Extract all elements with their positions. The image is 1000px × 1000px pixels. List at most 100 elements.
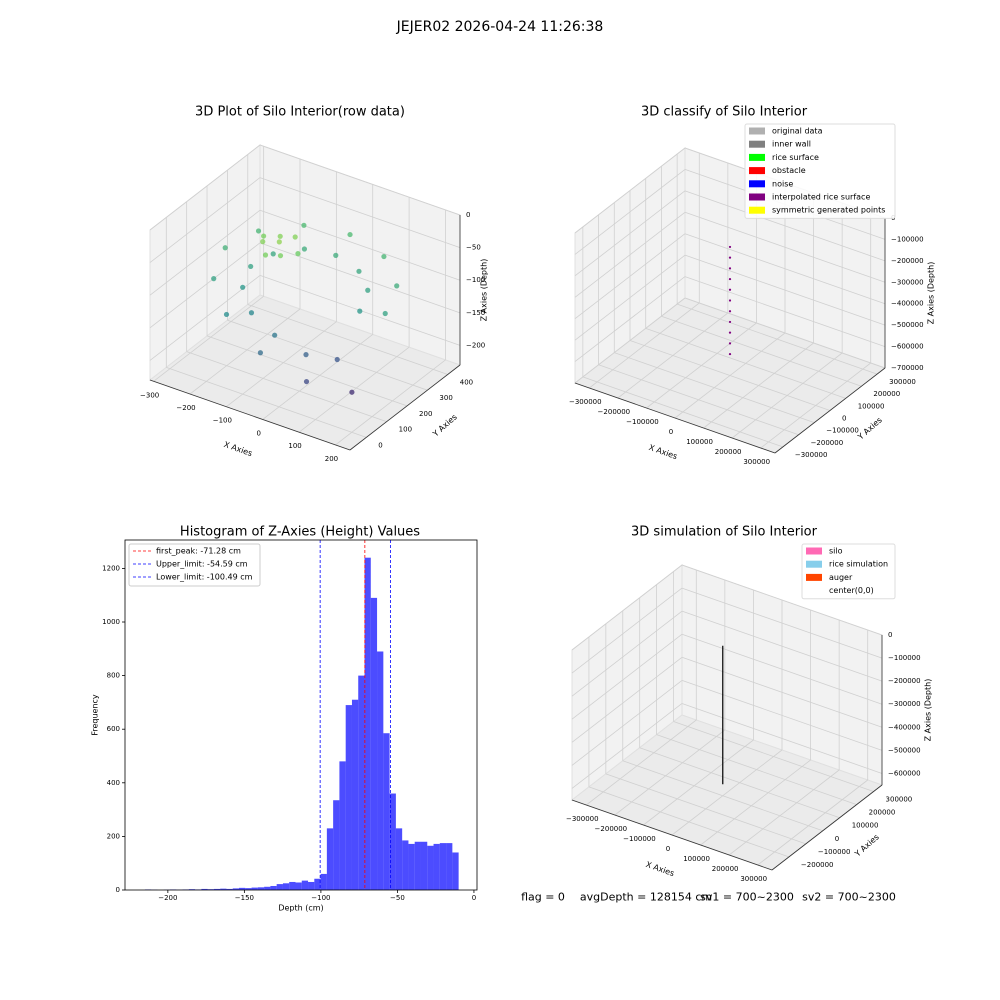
figure-title: JEJER02 2026-04-24 11:26:38 xyxy=(396,19,604,35)
y-axis-label: Y Axies xyxy=(855,415,883,442)
grid-line xyxy=(247,304,448,375)
bar xyxy=(414,841,421,890)
grid-line xyxy=(681,610,883,682)
grid-line xyxy=(598,364,799,436)
grid-line xyxy=(149,144,261,231)
grid-line xyxy=(571,633,683,720)
x-tick-label: −200000 xyxy=(595,825,628,833)
chart-title: 3D Plot of Silo Interior(row data) xyxy=(195,105,405,120)
point xyxy=(356,268,362,274)
x-axis-label: Depth (cm) xyxy=(278,904,323,913)
z-tick-label: −400000 xyxy=(888,723,921,731)
grid-line xyxy=(571,703,683,789)
point xyxy=(248,310,255,316)
grid-line xyxy=(639,747,840,819)
grid-line xyxy=(149,177,261,263)
z-axis-label: Z Axies (Depth) xyxy=(927,262,936,325)
x-tick-label: 300000 xyxy=(743,458,770,466)
legend-swatch xyxy=(749,127,765,135)
legend-label: obstacle xyxy=(772,166,806,175)
legend-label: Upper_limit: -54.59 cm xyxy=(156,560,248,569)
grid-line xyxy=(681,703,883,774)
bar xyxy=(339,761,346,890)
bar xyxy=(420,841,428,890)
legend-label: inner wall xyxy=(772,140,811,149)
grid-line xyxy=(614,729,726,816)
point xyxy=(240,284,246,290)
grid-line xyxy=(149,209,261,296)
x-axis-label: X Axies xyxy=(648,443,679,461)
grid-line xyxy=(298,346,410,433)
point xyxy=(394,283,400,289)
grid-line xyxy=(681,564,883,636)
bar xyxy=(207,889,214,890)
bar xyxy=(270,885,277,890)
point xyxy=(357,308,363,314)
bar xyxy=(326,828,334,890)
chart-title: 3D simulation of Silo Interior xyxy=(631,525,818,540)
z-tick-label: −200000 xyxy=(888,677,921,685)
y-axis xyxy=(774,367,886,454)
x-axis xyxy=(149,379,351,451)
bar xyxy=(251,887,258,890)
point xyxy=(260,239,266,245)
z-tick-label: −100000 xyxy=(888,654,921,662)
grid-line xyxy=(149,242,261,329)
z-tick-label: −500000 xyxy=(888,746,921,754)
legend-swatch xyxy=(749,193,765,201)
legend-swatch xyxy=(749,153,765,161)
point xyxy=(277,233,283,239)
z-tick-label: −100000 xyxy=(891,235,924,243)
grid-line xyxy=(684,233,886,305)
bar xyxy=(201,888,208,890)
grid-line xyxy=(582,376,783,448)
point xyxy=(301,222,307,228)
grid-line xyxy=(259,144,461,216)
y-tick-label: 100 xyxy=(399,426,412,434)
grid-line xyxy=(574,233,686,320)
y-tick-label: 200 xyxy=(107,832,120,840)
y-tick-label: 300 xyxy=(439,394,452,402)
point xyxy=(728,342,732,345)
point xyxy=(257,350,264,356)
bar xyxy=(364,557,371,890)
grid-line xyxy=(681,633,883,705)
bar xyxy=(213,888,221,890)
point xyxy=(728,277,732,281)
legend-swatch xyxy=(749,180,765,188)
x-axis xyxy=(574,382,776,454)
point xyxy=(333,252,339,258)
x-tick-label: 0 xyxy=(669,428,673,436)
x-tick-label: −300000 xyxy=(569,398,602,406)
point xyxy=(728,256,732,259)
grid-line xyxy=(622,760,823,832)
bar xyxy=(295,882,302,890)
y-tick-label: 600 xyxy=(107,725,120,733)
grid-line xyxy=(574,254,686,341)
point xyxy=(261,233,267,239)
x-tick-label: 0 xyxy=(472,894,476,902)
grid-line xyxy=(586,719,697,806)
z-tick-label: −200000 xyxy=(891,257,924,265)
bar xyxy=(439,843,447,890)
legend-box xyxy=(128,543,261,587)
bar xyxy=(276,884,283,890)
legend-label: first_peak: -71.28 cm xyxy=(156,547,241,556)
point xyxy=(295,251,301,257)
grid-line xyxy=(571,564,683,651)
legend-swatch xyxy=(749,167,765,175)
x-tick-label: 300000 xyxy=(740,875,767,883)
point xyxy=(222,245,228,251)
grid-line xyxy=(574,147,686,234)
legend-label: rice simulation xyxy=(829,560,888,569)
y-tick-label: 800 xyxy=(107,672,120,680)
x-tick-label: 200000 xyxy=(712,865,739,873)
bar xyxy=(383,733,390,890)
x-axis-label: X Axies xyxy=(223,440,254,458)
grid-line xyxy=(571,656,683,743)
bar xyxy=(345,705,352,890)
y-axis-label: Y Axies xyxy=(852,832,880,859)
x-tick-label: −150 xyxy=(235,894,254,902)
y-tick-label: 300000 xyxy=(886,796,913,804)
grid-line xyxy=(571,610,683,697)
